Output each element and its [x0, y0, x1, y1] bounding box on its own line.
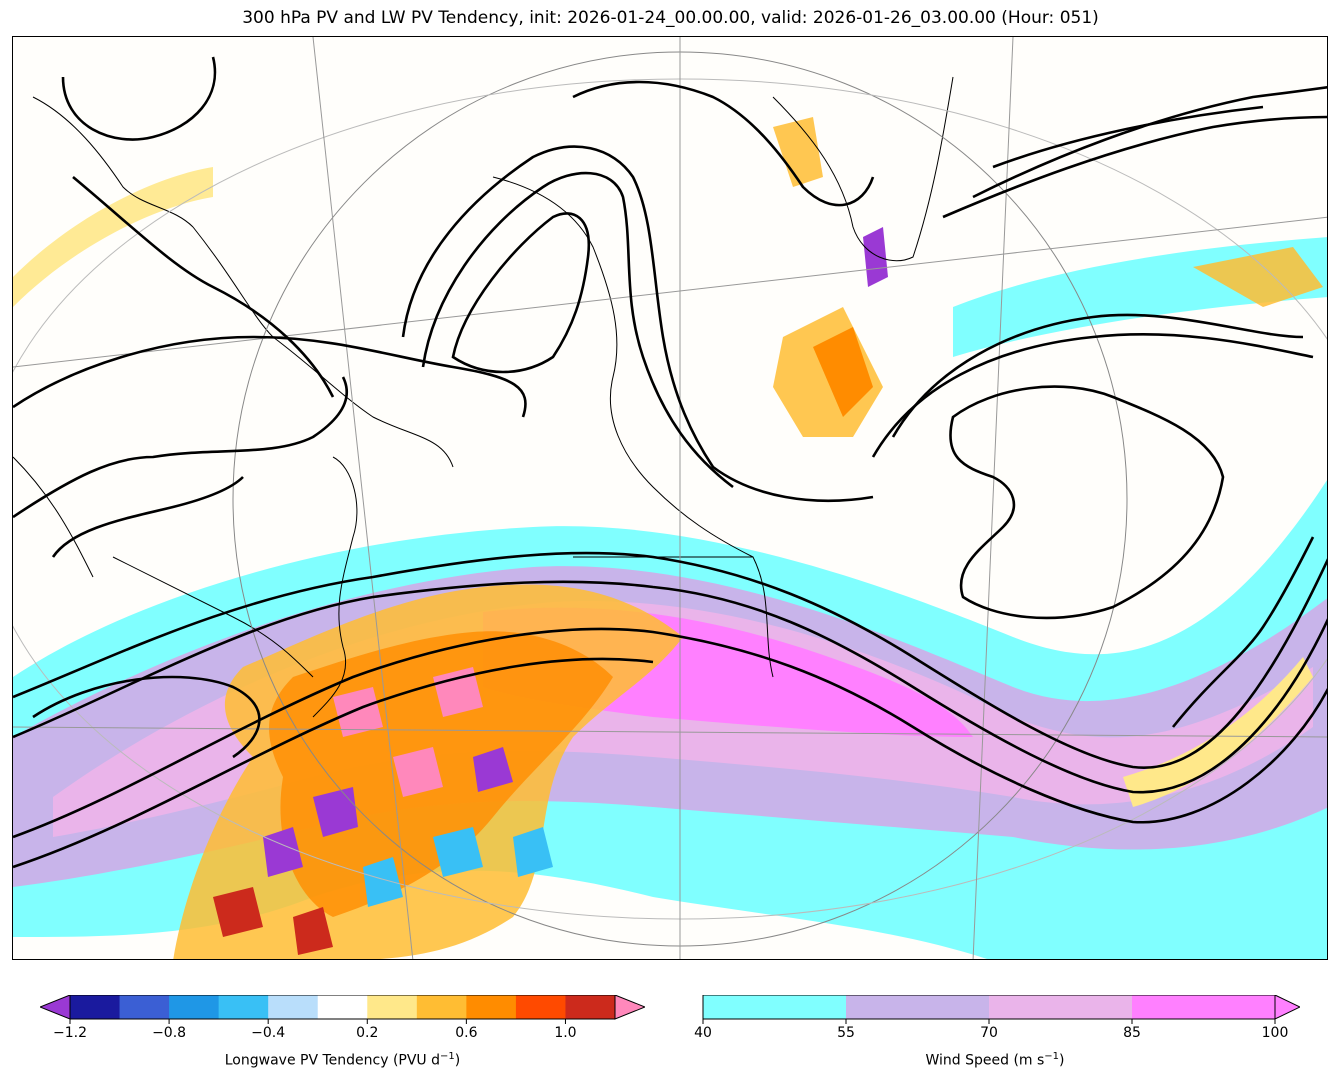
pv-tendency-tick-label: 0.2: [356, 1025, 379, 1041]
pv-tendency-tick-label: 1.0: [554, 1025, 577, 1041]
colorbar-segment: [416, 995, 467, 1019]
wind-speed-tick-label: 100: [1261, 1025, 1289, 1041]
colorbar-segment: [119, 995, 170, 1019]
extend-low-triangle: [40, 995, 71, 1020]
map-panel: [12, 36, 1328, 960]
pv-tendency-colorbar-label: Longwave PV Tendency (PVU d−1): [224, 1051, 461, 1069]
wind-speed-tick-label: 85: [1123, 1025, 1141, 1041]
wind-speed-colorbar-bar: [702, 995, 1300, 1024]
pv-tendency-colorbar-bar: [40, 995, 645, 1024]
colorbar-segment: [268, 995, 319, 1019]
extend-high-triangle: [614, 995, 645, 1020]
pv-tendency-tick-label: −0.4: [251, 1025, 286, 1041]
pv-tendency-tick-label: 0.6: [455, 1025, 478, 1041]
colorbar-segment: [846, 995, 990, 1019]
colorbar-segment: [367, 995, 418, 1019]
colorbar-segment: [70, 995, 121, 1019]
colorbar-segment: [565, 995, 616, 1019]
wind-speed-colorbar-label: Wind Speed (m s−1): [925, 1051, 1065, 1069]
figure-title: 300 hPa PV and LW PV Tendency, init: 202…: [242, 8, 1099, 28]
wind-speed-colorbar: 40 55 70 85 100 Wind Speed (m s−1): [694, 995, 1300, 1075]
colorbar-segment: [466, 995, 517, 1019]
wind-speed-tick-label: 55: [837, 1025, 855, 1041]
pv-tendency-colorbar: −1.2 −0.8 −0.4 0.2 0.6 1.0 Longwave PV Tenden…: [40, 995, 645, 1075]
colorbar-outline: [69, 995, 616, 1020]
colorbar-segment: [218, 995, 269, 1019]
pv-tendency-shading: [173, 117, 1323, 959]
wind-speed-tick-label: 40: [694, 1025, 712, 1041]
colorbar-segment: [1132, 995, 1276, 1019]
pv-contours: [13, 56, 1327, 869]
wind-speed-tick-label: 70: [980, 1025, 998, 1041]
colorbar-segment: [989, 995, 1133, 1019]
colorbar-segment: [317, 995, 368, 1019]
colorbar-segment: [515, 995, 566, 1019]
pv-tendency-tick-label: −1.2: [53, 1025, 87, 1041]
colorbar-segment: [169, 995, 220, 1019]
colorbar-segment: [703, 995, 847, 1019]
extend-high-triangle: [1274, 995, 1300, 1020]
pv-tendency-tick-label: −0.8: [152, 1025, 187, 1041]
map-canvas: [13, 37, 1327, 959]
